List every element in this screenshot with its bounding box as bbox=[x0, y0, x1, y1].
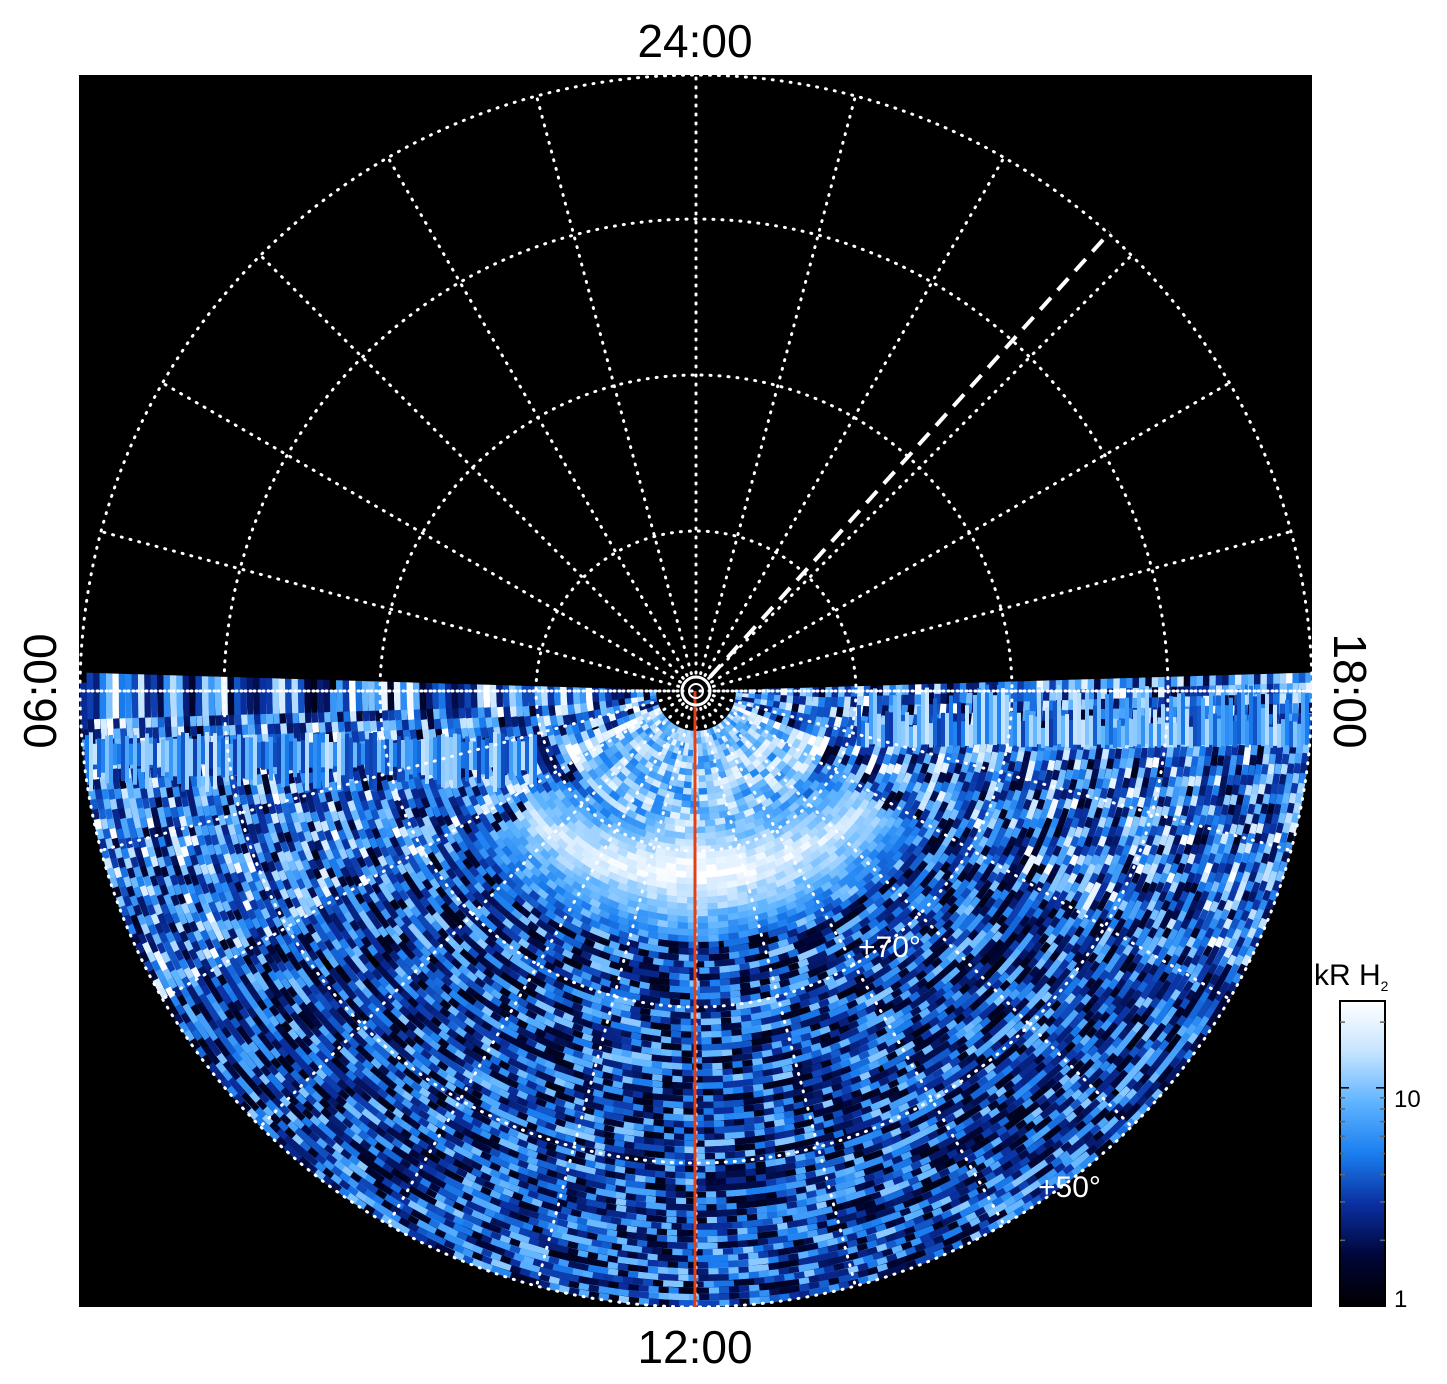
local-time-meridian bbox=[711, 530, 1293, 688]
colorbar-unit: kR H2 bbox=[1314, 959, 1389, 994]
local-time-label-right: 18:00 bbox=[1324, 633, 1376, 748]
latitude-label-70: +70° bbox=[858, 931, 921, 964]
local-time-meridian bbox=[710, 381, 1231, 684]
colorbar-tick-label-10: 10 bbox=[1394, 1086, 1421, 1113]
colorbar-unit-subscript: 2 bbox=[1381, 978, 1389, 994]
pole-marker-outer bbox=[680, 675, 712, 707]
coordinate-grid bbox=[79, 75, 1312, 1307]
local-time-meridian bbox=[710, 698, 1231, 1001]
local-time-meridian bbox=[258, 253, 685, 680]
colorbar-tick-label-1: 1 bbox=[1394, 1286, 1407, 1313]
local-time-meridian bbox=[711, 694, 1293, 852]
local-time-meridian bbox=[161, 381, 682, 684]
colorbar: kR H2 10 1 bbox=[1314, 959, 1421, 1313]
local-time-meridian bbox=[707, 253, 1134, 680]
local-time-meridian bbox=[386, 705, 689, 1226]
local-time-meridian bbox=[699, 706, 857, 1288]
local-time-meridian bbox=[99, 530, 681, 688]
dashed-meridian-line bbox=[708, 230, 1112, 679]
latitude-label-50: +50° bbox=[1038, 1171, 1101, 1204]
colorbar-ramp bbox=[1339, 1000, 1386, 1307]
local-time-meridian bbox=[99, 694, 681, 852]
local-time-meridian bbox=[703, 705, 1006, 1226]
local-time-meridian bbox=[386, 156, 689, 677]
local-time-label-left: 06:00 bbox=[14, 633, 66, 748]
local-time-meridian bbox=[258, 702, 685, 1129]
local-time-meridian bbox=[703, 156, 1006, 677]
local-time-meridian bbox=[707, 702, 1134, 1129]
local-time-label-top: 24:00 bbox=[637, 15, 752, 67]
local-time-label-bottom: 12:00 bbox=[637, 1321, 752, 1373]
local-time-meridian bbox=[699, 94, 857, 676]
local-time-meridian bbox=[535, 706, 693, 1288]
overlay-lines bbox=[680, 230, 1112, 1307]
local-time-meridian bbox=[535, 94, 693, 676]
colorbar-ticks bbox=[1340, 1021, 1385, 1307]
local-time-meridian bbox=[161, 698, 682, 1001]
pole-marker-inner bbox=[688, 683, 704, 699]
